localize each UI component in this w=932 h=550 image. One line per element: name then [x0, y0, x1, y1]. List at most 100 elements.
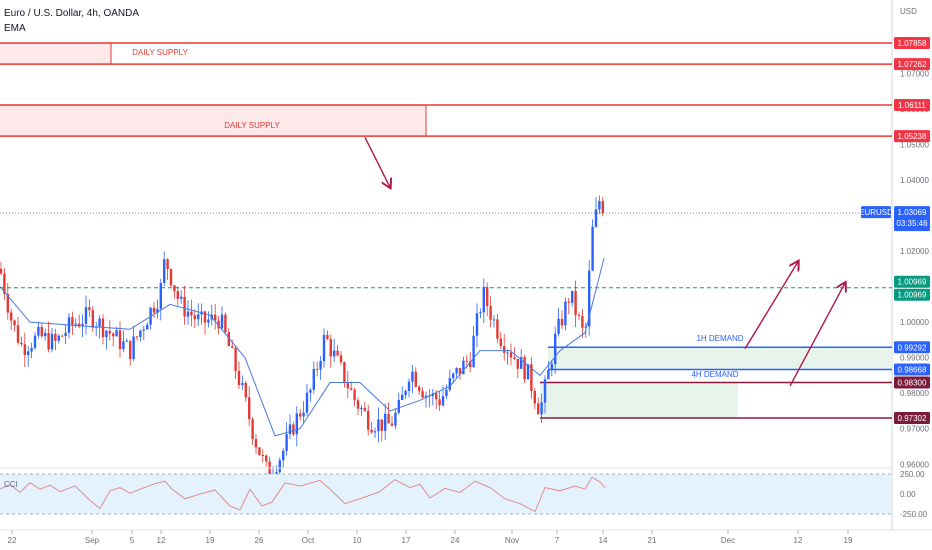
candle	[492, 315, 496, 328]
candle	[125, 338, 128, 342]
candle	[336, 345, 339, 357]
candle	[183, 285, 186, 325]
candle	[146, 322, 149, 330]
candle	[224, 312, 227, 335]
candle	[390, 415, 394, 427]
candle	[333, 339, 336, 362]
candle	[367, 404, 370, 436]
candle	[377, 407, 380, 443]
time-tick: 21	[648, 536, 657, 545]
candle	[71, 311, 74, 335]
h1-demand-zone	[548, 347, 892, 370]
price-tag-text: 1.05238	[898, 132, 927, 141]
time-tick: 22	[8, 536, 17, 545]
candle	[571, 290, 574, 307]
price-tick: 0.99000	[900, 354, 929, 363]
candle	[438, 391, 441, 411]
price-tick: 0.98000	[900, 389, 929, 398]
candle	[57, 334, 60, 344]
candle	[101, 314, 105, 345]
candle	[203, 310, 207, 335]
candle	[499, 332, 502, 350]
candle	[574, 280, 577, 328]
price-tag-1.00969	[894, 288, 930, 301]
candle	[105, 329, 108, 350]
candle	[207, 311, 210, 328]
candle	[176, 286, 179, 306]
symbol-text: EURUSD	[859, 208, 893, 217]
candle	[394, 408, 397, 430]
candle	[373, 427, 377, 438]
candle	[560, 310, 564, 329]
candle	[530, 357, 533, 399]
time-tick: 14	[599, 536, 608, 545]
candle	[418, 384, 421, 396]
candle	[401, 386, 404, 401]
candle	[384, 403, 387, 441]
candle	[47, 321, 50, 353]
h4-demand-label: 4H DEMAND	[691, 370, 738, 379]
daily-supply-zone-2	[0, 105, 426, 137]
candle	[190, 299, 193, 327]
candle	[149, 306, 152, 330]
price-tag-0.99292	[894, 341, 930, 354]
candle	[329, 334, 332, 368]
candle	[180, 290, 183, 305]
candle	[537, 397, 540, 415]
candle	[50, 328, 54, 353]
candle	[509, 343, 513, 366]
candle	[241, 375, 244, 390]
candle	[411, 365, 414, 394]
candle	[108, 320, 111, 341]
daily-supply-zone-1	[0, 43, 111, 65]
cci-label: CCI	[4, 480, 18, 489]
h1-demand-label: 1H DEMAND	[696, 334, 743, 343]
candle	[455, 367, 458, 379]
candle	[533, 387, 536, 410]
price-tag-text: 1.00969	[898, 291, 927, 300]
candle	[319, 356, 322, 380]
candle	[356, 397, 360, 416]
candle	[285, 422, 288, 456]
candle	[322, 328, 326, 368]
candle	[61, 334, 64, 337]
candle	[186, 300, 190, 325]
candle	[135, 335, 139, 341]
candle	[387, 402, 390, 424]
time-tick: Oct	[302, 536, 315, 545]
candle	[516, 358, 519, 379]
candle	[588, 260, 591, 336]
candle	[302, 401, 305, 425]
candle	[231, 339, 234, 349]
indicator-label: EMA	[4, 23, 26, 34]
time-tick: Sep	[85, 536, 100, 545]
cci-tick: -250.00	[900, 510, 928, 519]
price-tag-0.97302	[894, 412, 930, 424]
candle	[3, 268, 6, 301]
candle	[506, 349, 509, 365]
price-tag-1.06111	[894, 99, 930, 112]
candle	[129, 340, 132, 366]
candle	[13, 319, 16, 332]
candle	[581, 308, 584, 338]
candle	[258, 447, 261, 456]
candle	[554, 326, 557, 374]
candle	[163, 251, 166, 287]
countdown-text: 03:35:46	[896, 219, 928, 228]
candle	[316, 362, 319, 377]
candle	[292, 421, 295, 437]
current-price-tag	[894, 206, 930, 232]
daily-supply-label-2: DAILY SUPPLY	[224, 121, 280, 130]
price-tag-text: 1.07262	[898, 60, 927, 69]
candle	[489, 296, 492, 327]
candle	[248, 386, 251, 427]
price-tick: 1.05000	[900, 141, 929, 150]
candle	[27, 345, 30, 367]
candle	[475, 303, 479, 348]
price-tick: 1.02000	[900, 247, 929, 256]
price-tag-1.07858	[894, 37, 930, 49]
time-tick: Nov	[505, 536, 519, 545]
price-tag-0.98668	[894, 363, 930, 376]
